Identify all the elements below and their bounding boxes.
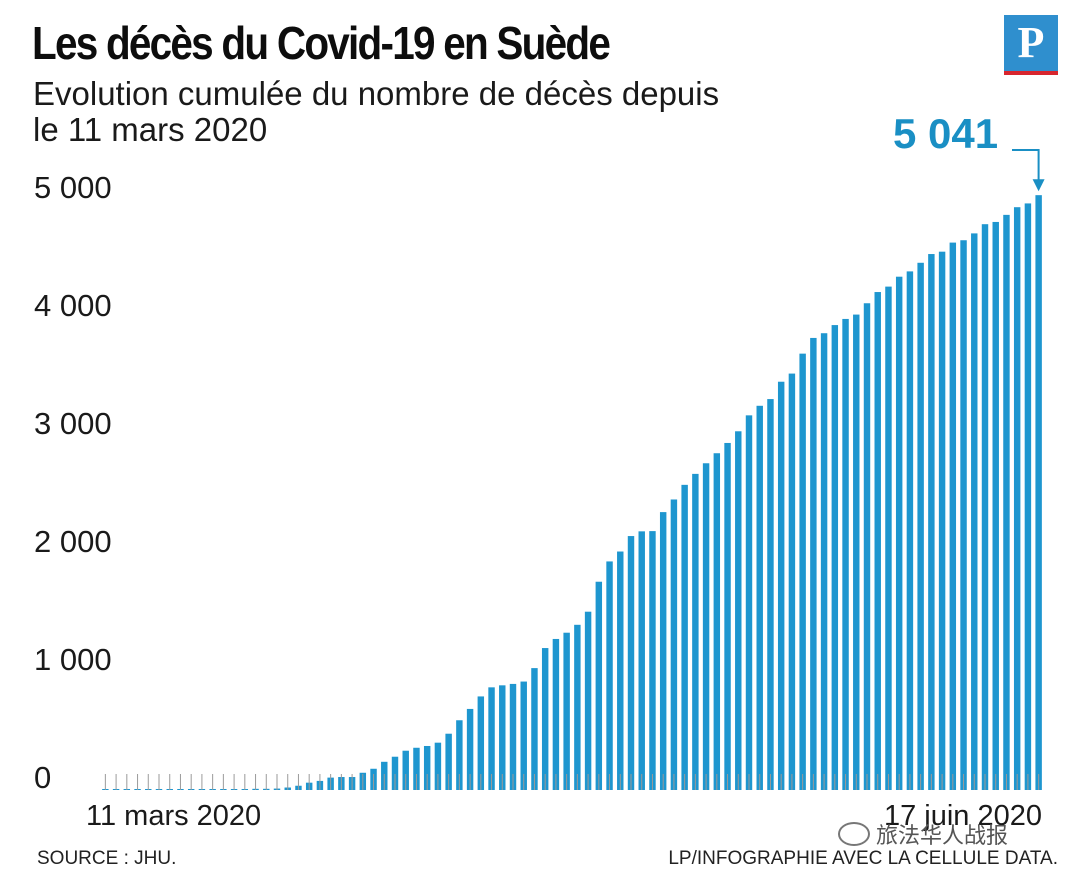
bar	[745, 415, 753, 790]
bar	[402, 750, 409, 790]
bar	[906, 271, 914, 790]
bar	[895, 276, 903, 790]
wechat-watermark: 旅法华人战报	[838, 818, 1008, 850]
bar	[574, 624, 581, 790]
bar	[949, 242, 957, 791]
bar	[1013, 207, 1021, 790]
bar	[702, 463, 710, 790]
wechat-icon	[838, 822, 870, 846]
annotation-arrowhead	[1032, 179, 1045, 192]
bar	[434, 742, 442, 790]
bar	[488, 687, 495, 790]
bar	[724, 442, 731, 790]
bar	[777, 381, 785, 790]
source-note: SOURCE : JHU.	[37, 848, 177, 869]
bar	[842, 318, 849, 790]
bar	[971, 233, 978, 790]
bar	[595, 581, 603, 790]
y-tick-label: 5 000	[34, 170, 112, 205]
x-axis-start-label: 11 mars 2020	[86, 800, 262, 832]
bar	[928, 254, 935, 791]
bar	[499, 685, 506, 790]
bar	[563, 632, 570, 790]
y-tick-label: 4 000	[34, 288, 112, 323]
bar	[981, 224, 989, 790]
final-value-annotation: 5 041	[893, 110, 999, 157]
bar	[531, 668, 538, 790]
bar	[735, 431, 742, 790]
bar	[820, 333, 828, 790]
bar	[477, 696, 485, 790]
bar	[692, 473, 699, 790]
bar	[670, 499, 678, 790]
publisher-logo: P	[1004, 15, 1058, 75]
bar	[767, 399, 774, 790]
bar	[799, 353, 806, 790]
watermark-text: 旅法华人战报	[876, 823, 1009, 848]
bar	[1035, 195, 1042, 790]
bar	[456, 720, 463, 790]
y-tick-label: 3 000	[34, 406, 112, 441]
bar	[992, 221, 999, 790]
bar	[541, 648, 549, 790]
bar	[853, 314, 860, 790]
bar	[509, 683, 517, 790]
bar	[713, 453, 721, 790]
bar	[831, 325, 839, 790]
bar	[552, 638, 560, 790]
annotation-arrow	[1012, 149, 1040, 182]
bar	[584, 611, 592, 790]
bar	[917, 262, 924, 790]
y-tick-label: 1 000	[34, 642, 112, 677]
bar	[681, 484, 688, 790]
bar	[413, 747, 420, 790]
chart-subtitle: Evolution cumulée du nombre de décès dep…	[33, 75, 720, 148]
bar	[649, 531, 656, 790]
y-tick-label: 2 000	[34, 524, 112, 559]
bar	[810, 337, 817, 790]
chart-title: Les décès du Covid-19 en Suède	[32, 17, 611, 69]
x-axis-end-label: 17 juin 2020	[883, 800, 1042, 832]
credit-note: LP/INFOGRAPHIE AVEC LA CELLULE DATA.	[668, 848, 1058, 869]
bar	[1003, 214, 1010, 790]
bar	[445, 733, 452, 790]
y-tick-label: 0	[34, 760, 51, 795]
bar	[960, 240, 967, 791]
bar	[885, 286, 892, 790]
bar	[874, 292, 881, 790]
bar	[938, 251, 946, 790]
bar	[423, 745, 431, 790]
bar	[638, 531, 645, 790]
bar	[756, 405, 763, 790]
bar	[520, 681, 527, 790]
bar	[1024, 203, 1032, 791]
logo-letter: P	[1017, 18, 1045, 67]
bar	[627, 536, 635, 790]
bar	[617, 551, 624, 790]
bar	[391, 756, 399, 790]
bar	[466, 708, 474, 790]
bar	[863, 303, 871, 790]
bar	[788, 373, 796, 790]
bar	[659, 512, 667, 790]
bar	[606, 561, 613, 790]
